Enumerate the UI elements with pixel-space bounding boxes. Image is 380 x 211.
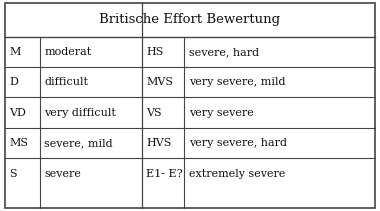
- Text: severe, hard: severe, hard: [189, 47, 259, 57]
- Text: HS: HS: [146, 47, 164, 57]
- Text: MVS: MVS: [146, 77, 173, 87]
- Text: VS: VS: [146, 108, 162, 118]
- Text: severe, mild: severe, mild: [44, 138, 113, 148]
- Text: Britische Effort Bewertung: Britische Effort Bewertung: [100, 13, 280, 26]
- Text: extremely severe: extremely severe: [189, 169, 285, 179]
- Text: M: M: [9, 47, 21, 57]
- Text: MS: MS: [9, 138, 28, 148]
- Text: E1- E?: E1- E?: [146, 169, 183, 179]
- Text: very difficult: very difficult: [44, 108, 116, 118]
- Text: very severe, hard: very severe, hard: [189, 138, 287, 148]
- Text: severe: severe: [44, 169, 81, 179]
- Text: very severe: very severe: [189, 108, 254, 118]
- Text: S: S: [9, 169, 17, 179]
- Text: D: D: [9, 77, 18, 87]
- Text: HVS: HVS: [146, 138, 172, 148]
- Text: very severe, mild: very severe, mild: [189, 77, 285, 87]
- Text: VD: VD: [9, 108, 26, 118]
- Text: difficult: difficult: [44, 77, 89, 87]
- Text: moderat: moderat: [44, 47, 92, 57]
